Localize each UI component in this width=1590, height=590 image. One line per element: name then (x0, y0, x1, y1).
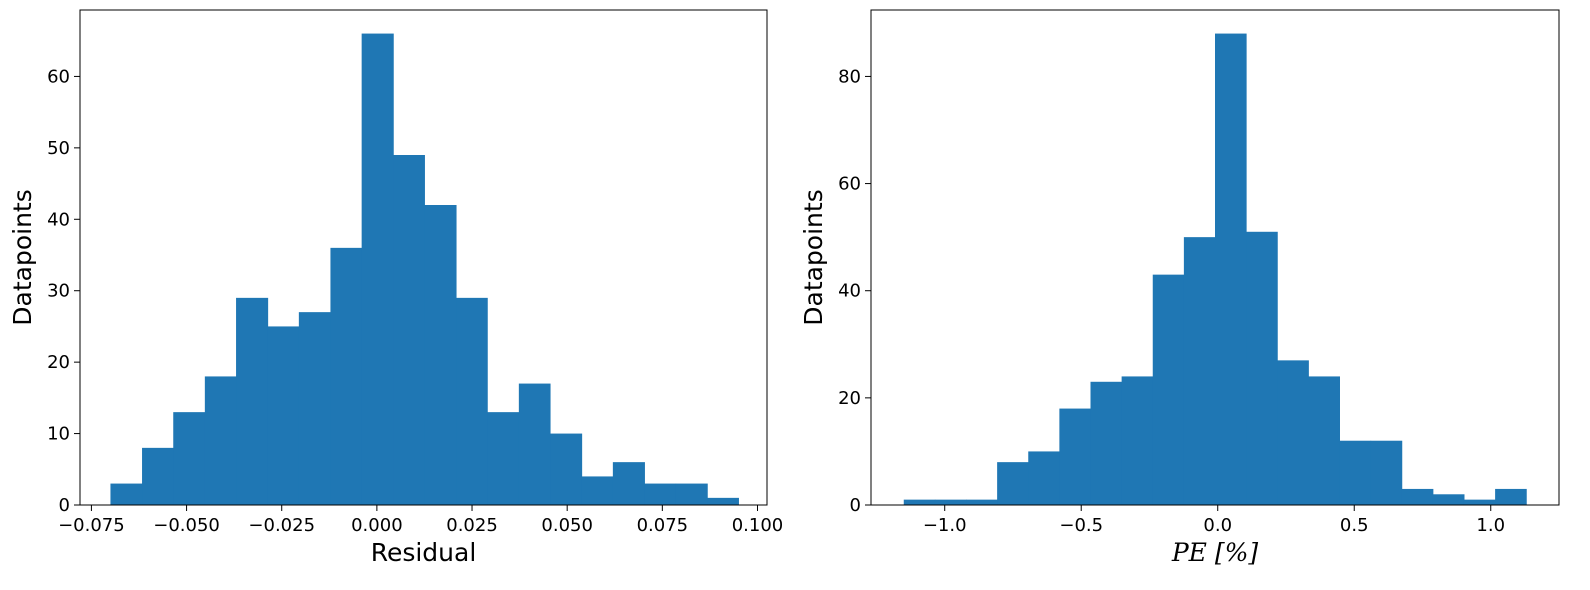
pe-bar (997, 462, 1029, 505)
pe-x-tick-label: 0.0 (1203, 515, 1232, 536)
residual-x-tick-label: 0.025 (446, 515, 498, 536)
residual-x-axis-label: Residual (371, 538, 477, 567)
residual-x-ticks: −0.075 −0.050 −0.025 0.000 0.025 0.050 0.075 0.… (58, 505, 783, 536)
pe-bar (1277, 360, 1309, 505)
pe-y-tick-label: 40 (838, 281, 861, 302)
pe-bar (1246, 231, 1278, 506)
residual-y-tick-label: 0 (59, 495, 70, 516)
pe-histogram-panel: −1.0 −0.5 0.0 0.5 1.0 0 20 40 60 80 PE [%] Datap… (799, 9, 1560, 567)
residual-bar (173, 412, 206, 505)
residual-bar (361, 33, 394, 505)
pe-y-tick-label: 20 (838, 388, 861, 409)
residual-bar (612, 462, 645, 505)
residual-bar (518, 383, 551, 505)
pe-x-tick-label: 1.0 (1476, 515, 1505, 536)
pe-y-ticks: 0 20 40 60 80 (838, 66, 871, 516)
residual-y-tick-label: 40 (47, 209, 70, 230)
residual-x-tick-label: 0.100 (732, 515, 784, 536)
residual-bar (267, 326, 300, 505)
pe-bar (1495, 488, 1527, 505)
residual-bar (298, 312, 331, 505)
pe-bar (1401, 488, 1434, 505)
pe-bar (966, 499, 998, 505)
residual-plot-frame (79, 9, 768, 506)
pe-x-axis-label: PE [%] (1171, 538, 1259, 567)
residual-y-tick-label: 60 (47, 66, 70, 87)
residual-bar (707, 497, 739, 505)
residual-bar (142, 447, 174, 505)
residual-bar (487, 412, 520, 505)
pe-y-axis-label: Datapoints (799, 189, 828, 325)
pe-y-tick-label: 80 (838, 66, 861, 87)
pe-x-tick-label: 0.5 (1340, 515, 1369, 536)
pe-plot-frame (870, 9, 1560, 506)
pe-bar (1463, 499, 1496, 505)
residual-x-tick-label: 0.050 (541, 515, 593, 536)
pe-x-tick-label: −1.0 (923, 515, 967, 536)
residual-x-tick-label: 0.000 (351, 515, 403, 536)
residual-y-ticks: 0 10 20 30 40 50 60 (47, 66, 80, 516)
pe-bar (1028, 451, 1060, 505)
pe-bar (1090, 381, 1123, 505)
residual-histogram-panel: −0.075 −0.050 −0.025 0.000 0.025 0.050 0.075 0.… (8, 9, 783, 567)
residual-bar (330, 247, 363, 505)
residual-bar (424, 205, 457, 505)
pe-bar (1121, 376, 1154, 505)
pe-bar (1215, 33, 1247, 505)
residual-y-tick-label: 30 (47, 281, 70, 302)
residual-x-tick-label: −0.050 (153, 515, 220, 536)
residual-y-tick-label: 20 (47, 352, 70, 373)
pe-bar (1339, 440, 1372, 505)
pe-bar (903, 499, 936, 505)
pe-bar (1370, 440, 1403, 505)
residual-bar (393, 155, 425, 505)
pe-x-ticks: −1.0 −0.5 0.0 0.5 1.0 (923, 505, 1505, 536)
pe-bar (934, 499, 967, 505)
pe-bar (1059, 408, 1092, 505)
pe-y-tick-label: 0 (850, 495, 861, 516)
pe-bar (1308, 376, 1340, 505)
pe-bar (1432, 494, 1465, 505)
residual-bar (236, 297, 269, 505)
residual-y-tick-label: 50 (47, 138, 70, 159)
residual-bars (110, 33, 739, 505)
pe-bar (1152, 274, 1185, 505)
pe-x-tick-label: −0.5 (1059, 515, 1103, 536)
residual-y-tick-label: 10 (47, 424, 70, 445)
residual-x-tick-label: 0.075 (637, 515, 689, 536)
residual-x-tick-label: −0.025 (248, 515, 315, 536)
residual-bar (675, 483, 708, 505)
residual-x-tick-label: −0.075 (58, 515, 125, 536)
residual-bar (644, 483, 677, 505)
residual-bar (110, 483, 143, 505)
residual-bar (581, 476, 614, 505)
residual-bar (204, 376, 237, 505)
residual-y-axis-label: Datapoints (8, 189, 37, 325)
pe-bar (1183, 237, 1216, 505)
pe-y-tick-label: 60 (838, 174, 861, 195)
pe-bars (903, 33, 1527, 506)
residual-bar (550, 433, 583, 505)
residual-bar (456, 297, 488, 505)
